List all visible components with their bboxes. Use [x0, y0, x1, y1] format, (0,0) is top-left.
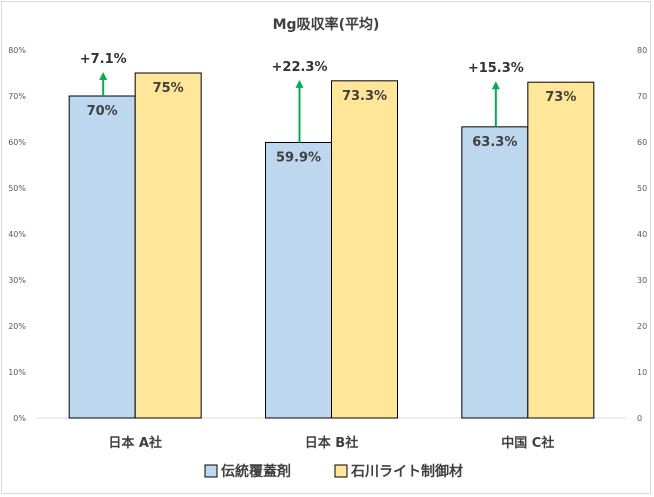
x-tick-label: 中国 C社	[501, 435, 554, 451]
chart-title: Mg吸収率(平均)	[273, 16, 380, 33]
improvement-arrowhead	[99, 72, 108, 80]
data-label: 73.3%	[342, 89, 387, 104]
y-tick-left: 20%	[8, 322, 26, 331]
annotations-group: +7.1% +22.3% +15.3%	[80, 52, 524, 143]
bar-ishikawa	[331, 80, 398, 419]
bars-group: 70% 75% 59.9% 73.3% 63.3% 73%	[68, 72, 595, 419]
legend-swatch	[204, 464, 218, 478]
y-tick-right: 30	[637, 276, 647, 285]
improvement-annotation: +15.3%	[468, 61, 524, 76]
x-tick-label: 日本 A社	[108, 435, 162, 451]
y-tick-left: 30%	[8, 276, 26, 285]
y-tick-right: 20	[637, 322, 647, 331]
bar-ishikawa	[527, 81, 595, 419]
y-tick-right: 10	[637, 368, 647, 377]
data-label: 59.9%	[276, 150, 321, 165]
y-tick-right: 70	[637, 92, 647, 101]
data-label: 73%	[545, 90, 576, 105]
y-tick-right: 40	[637, 230, 647, 239]
improvement-annotation: +22.3%	[272, 60, 328, 75]
category-labels: 日本 A社 日本 B社 中国 C社	[108, 435, 554, 451]
y-tick-right: 60	[637, 138, 647, 147]
bar-traditional	[265, 141, 332, 419]
y-tick-left: 60%	[8, 138, 26, 147]
legend-label: 石川ライト制御材	[350, 463, 463, 480]
y-tick-left: 40%	[8, 230, 26, 239]
y-axis-right: 0 10 20 30 40 50 60 70 80	[637, 46, 647, 423]
legend-swatch	[334, 464, 348, 478]
y-tick-left: 70%	[8, 92, 26, 101]
y-tick-left: 50%	[8, 184, 26, 193]
x-tick-label: 日本 B社	[305, 435, 358, 451]
bar-traditional	[68, 95, 136, 419]
improvement-arrowhead	[491, 81, 500, 90]
data-label: 75%	[153, 81, 184, 96]
legend: 伝統覆蓋剤 石川ライト制御材	[204, 463, 463, 480]
improvement-arrowhead	[295, 79, 304, 88]
bar-traditional	[461, 126, 529, 419]
bar-ishikawa	[134, 72, 202, 419]
y-tick-left: 80%	[8, 46, 26, 55]
y-tick-left: 0%	[13, 414, 26, 423]
y-tick-left: 10%	[8, 368, 26, 377]
data-label: 63.3%	[472, 135, 517, 150]
y-tick-right: 0	[637, 414, 642, 423]
legend-label: 伝統覆蓋剤	[221, 463, 291, 480]
y-tick-right: 50	[637, 184, 647, 193]
data-label: 70%	[87, 104, 118, 119]
y-axis-left: 0% 10% 20% 30% 40% 50% 60% 70% 80%	[8, 46, 26, 423]
y-tick-right: 80	[637, 46, 647, 55]
improvement-annotation: +7.1%	[80, 52, 127, 67]
